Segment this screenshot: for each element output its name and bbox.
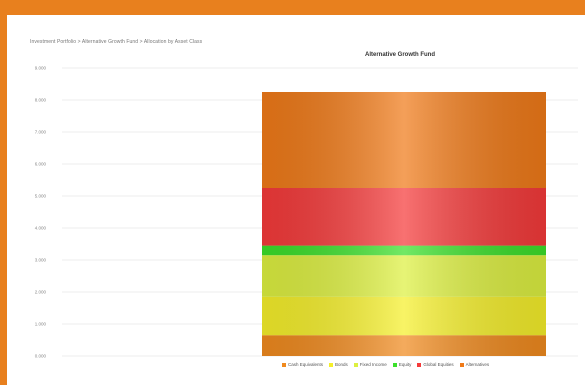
y-tick-label: 0.000 xyxy=(35,354,47,359)
y-tick-label: 1.000 xyxy=(35,322,47,327)
legend-item[interactable]: Equity xyxy=(392,362,412,367)
legend-item[interactable]: Global Equities xyxy=(417,362,454,367)
legend-swatch xyxy=(459,362,464,367)
legend-label: Global Equities xyxy=(423,362,454,367)
bar-segment-shine xyxy=(262,296,546,336)
bar-segment-shine xyxy=(262,188,546,246)
legend-swatch xyxy=(392,362,397,367)
bar-segment-shine xyxy=(262,92,546,188)
legend-item[interactable]: Fixed Income xyxy=(353,362,387,367)
y-tick-label: 2.000 xyxy=(35,290,47,295)
legend-item[interactable]: Alternatives xyxy=(459,362,490,367)
legend-label: Fixed Income xyxy=(359,362,387,367)
legend-swatch xyxy=(329,362,334,367)
legend-label: Equity xyxy=(398,362,412,367)
bar-segment-shine xyxy=(262,245,546,256)
chart-title: Alternative Growth Fund xyxy=(364,52,435,58)
legend-item[interactable]: Cash Equivalents xyxy=(282,362,323,367)
legend-label: Bonds xyxy=(335,362,348,367)
legend-item[interactable]: Bonds xyxy=(329,362,348,367)
legend-swatch xyxy=(417,362,422,367)
breadcrumb: Investment Portfolio > Alternative Growt… xyxy=(30,39,203,45)
legend: Cash Equivalents Bonds Fixed Income Equity G… xyxy=(282,362,522,367)
legend-swatch xyxy=(353,362,358,367)
y-tick-label: 8.000 xyxy=(35,98,47,103)
bar-stack xyxy=(262,92,546,356)
bar-segment-shine xyxy=(262,255,546,297)
y-tick-label: 9.000 xyxy=(35,66,47,71)
bar-segment-shine xyxy=(262,335,546,356)
y-tick-label: 4.000 xyxy=(35,226,47,231)
legend-label: Cash Equivalents xyxy=(288,362,324,367)
legend-label: Alternatives xyxy=(465,362,490,367)
y-axis: 0.000 1.000 2.000 3.000 4.000 5.000 6.000 7.000… xyxy=(35,66,47,359)
y-tick-label: 7.000 xyxy=(35,130,47,135)
y-tick-label: 5.000 xyxy=(35,194,47,199)
y-tick-label: 6.000 xyxy=(35,162,47,167)
y-tick-label: 3.000 xyxy=(35,258,47,263)
legend-swatch xyxy=(282,362,286,367)
